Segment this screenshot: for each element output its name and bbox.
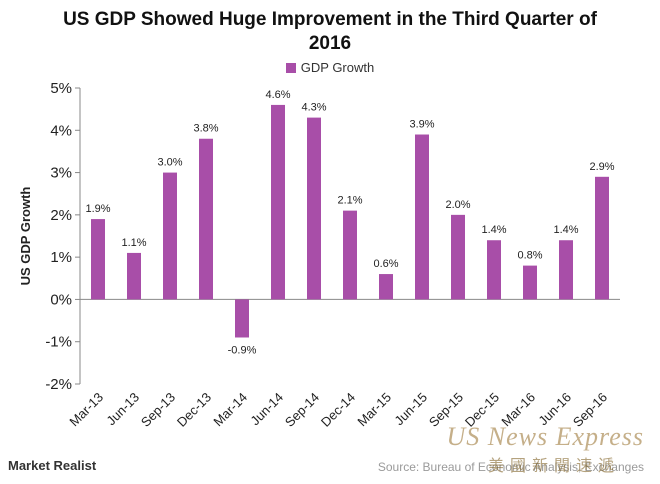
- x-tick-label: Jun-14: [247, 390, 286, 429]
- data-label: 3.8%: [193, 123, 218, 135]
- data-label: -0.9%: [228, 344, 257, 356]
- y-tick-label: 2%: [50, 207, 72, 224]
- y-tick-label: -2%: [45, 376, 72, 393]
- bar-Jun-13: [127, 252, 141, 300]
- y-tick-label: 4%: [50, 122, 72, 139]
- data-label: 3.0%: [157, 157, 182, 169]
- bar-Dec-14: [343, 210, 357, 300]
- data-label: 1.1%: [121, 237, 146, 249]
- bar-Jun-14: [271, 104, 285, 300]
- x-tick-label: Sep-13: [138, 390, 178, 430]
- x-tick-label: Jun-15: [391, 390, 430, 429]
- bar-Sep-15: [451, 214, 465, 300]
- bar-Mar-14: [235, 299, 249, 338]
- data-label: 2.1%: [337, 195, 362, 207]
- data-label: 4.3%: [301, 102, 326, 114]
- y-tick-label: 5%: [50, 80, 72, 97]
- data-label: 3.9%: [409, 119, 434, 131]
- x-tick-label: Dec-14: [318, 390, 358, 430]
- data-label: 1.4%: [553, 224, 578, 236]
- bar-Jun-16: [559, 240, 573, 300]
- chart-legend: GDP Growth: [0, 60, 660, 75]
- bar-Sep-13: [163, 172, 177, 300]
- x-tick-label: Mar-15: [354, 390, 394, 430]
- bar-Sep-14: [307, 117, 321, 300]
- watermark: US News Express: [446, 422, 644, 451]
- bar-Mar-16: [523, 265, 537, 300]
- data-label: 1.9%: [85, 203, 110, 215]
- x-tick-label: Mar-14: [210, 390, 250, 430]
- legend-swatch: [285, 63, 296, 73]
- y-tick-label: 3%: [50, 165, 72, 182]
- data-label: 4.6%: [265, 89, 290, 101]
- data-label: 0.8%: [517, 250, 542, 262]
- data-label: 2.9%: [589, 161, 614, 173]
- bar-Mar-13: [91, 219, 105, 300]
- bar-Jun-15: [415, 134, 429, 300]
- watermark-subtext: 美國新聞速遞: [487, 456, 620, 475]
- x-tick-label: Sep-14: [282, 390, 322, 430]
- data-label: 2.0%: [445, 199, 470, 211]
- source-note: Source: Bureau of Economic Analysis, Exc…: [377, 460, 644, 474]
- x-tick-label: Mar-13: [66, 390, 106, 430]
- bar-Dec-13: [199, 138, 213, 300]
- x-tick-label: Jun-13: [103, 390, 142, 429]
- y-axis-title: US GDP Growth: [18, 187, 33, 286]
- y-tick-label: 1%: [50, 249, 72, 266]
- legend-label: GDP Growth: [300, 60, 375, 75]
- data-label: 0.6%: [373, 258, 398, 270]
- bar-Mar-15: [379, 274, 393, 300]
- bar-Sep-16: [595, 176, 609, 300]
- y-tick-label: 0%: [50, 291, 72, 308]
- brand-logo: Market Realist: [8, 458, 97, 473]
- bar-Dec-15: [487, 240, 501, 300]
- data-label: 1.4%: [481, 224, 506, 236]
- chart-title: US GDP Showed Huge Improvement in the Th…: [63, 9, 597, 54]
- x-tick-label: Dec-13: [174, 390, 214, 430]
- y-tick-label: -1%: [45, 334, 72, 351]
